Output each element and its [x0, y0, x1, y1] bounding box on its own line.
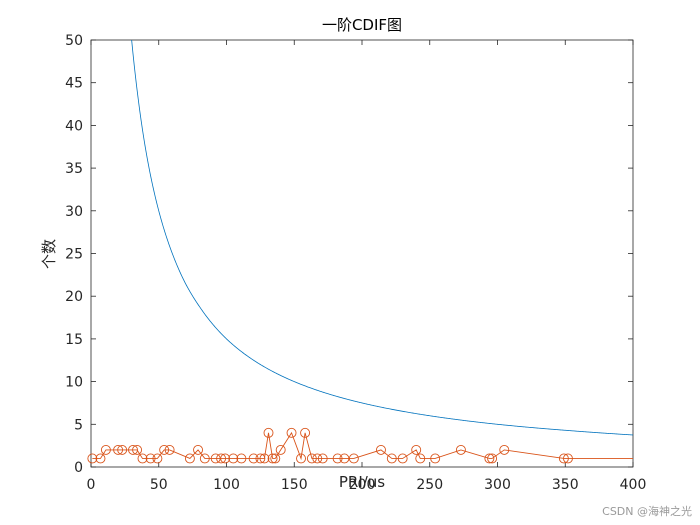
plot-area: 0 50 100 150 200 250 300 350 400 0 5 10 15 20 25 30 35 40…	[65, 33, 646, 493]
cdif-point	[487, 453, 498, 464]
x-tick-label: 250	[416, 477, 443, 493]
cdif-point	[132, 444, 143, 455]
axes-box	[90, 39, 634, 468]
y-tick-label: 30	[65, 204, 83, 220]
y-tick-label: 0	[74, 460, 83, 476]
cdif-point	[300, 427, 311, 438]
y-tick-label: 15	[65, 332, 83, 348]
cdif-point	[248, 453, 259, 464]
cdif-point	[267, 453, 278, 464]
x-tick-label: 350	[552, 477, 579, 493]
cdif-point	[228, 453, 239, 464]
cdif-point	[113, 444, 124, 455]
cdif-point	[145, 453, 156, 464]
cdif-point	[386, 453, 397, 464]
cdif-point	[306, 453, 317, 464]
cdif-point	[95, 453, 106, 464]
cdif-point	[430, 453, 441, 464]
cdif-point	[193, 444, 203, 455]
cdif-point	[484, 453, 495, 464]
cdif-point	[159, 444, 170, 455]
x-tick-label: 100	[213, 477, 240, 493]
chart-title: 一阶CDIF图	[322, 16, 402, 34]
x-tick-label: 400	[620, 477, 647, 493]
y-tick-label: 20	[65, 289, 83, 305]
y-axis-label: 个数	[40, 239, 58, 269]
cdif-point	[312, 453, 323, 464]
cdif-point	[199, 453, 210, 464]
cdif-point	[152, 453, 163, 464]
cdif-point	[563, 453, 573, 464]
threshold-curve	[131, 40, 633, 436]
cdif-point	[259, 453, 270, 464]
cdif-point	[275, 444, 286, 455]
cdif-point	[100, 444, 111, 455]
x-tick-label: 50	[150, 477, 168, 493]
cdif-point	[210, 453, 221, 464]
cdif-point	[286, 427, 297, 438]
y-tick-label: 40	[65, 118, 83, 134]
csdn-watermark: CSDN @海神之光	[602, 505, 692, 518]
x-tick-label: 150	[281, 477, 308, 493]
y-tick-label: 25	[65, 247, 83, 263]
y-tick-label: 10	[65, 375, 83, 391]
y-tick-label: 50	[65, 33, 83, 49]
cdif-point	[348, 453, 359, 464]
x-tick-label: 300	[484, 477, 511, 493]
y-tick-label: 5	[74, 417, 83, 433]
x-axis-label: PRI/us	[339, 473, 385, 491]
x-tick-label: 0	[87, 477, 96, 493]
cdif-point	[270, 453, 281, 464]
cdif-point	[263, 427, 274, 438]
cdif-point	[255, 453, 266, 464]
cdif-point	[87, 453, 98, 464]
y-tick-label: 45	[65, 76, 83, 92]
cdif-point	[499, 444, 510, 455]
cdif-point	[296, 453, 306, 464]
cdif-point	[128, 444, 138, 455]
cdif-point	[376, 444, 386, 455]
y-tick-label: 35	[65, 161, 83, 177]
cdif-point	[317, 453, 328, 464]
cdif-point	[216, 453, 227, 464]
cdif-point	[411, 444, 422, 455]
cdif-point	[415, 453, 426, 464]
cdif-point	[339, 453, 350, 464]
cdif-point	[184, 453, 195, 464]
cdif-point	[236, 453, 247, 464]
cdif-point	[137, 453, 148, 464]
cdif-point	[455, 444, 466, 455]
x-tick-label: 200	[349, 477, 376, 493]
cdif-point	[558, 453, 569, 464]
cdif-line	[92, 431, 633, 461]
cdif-point	[332, 453, 343, 464]
cdif-point	[117, 444, 128, 455]
cdif-point	[397, 453, 408, 464]
cdif-point	[164, 444, 175, 455]
cdif-point	[220, 453, 231, 464]
